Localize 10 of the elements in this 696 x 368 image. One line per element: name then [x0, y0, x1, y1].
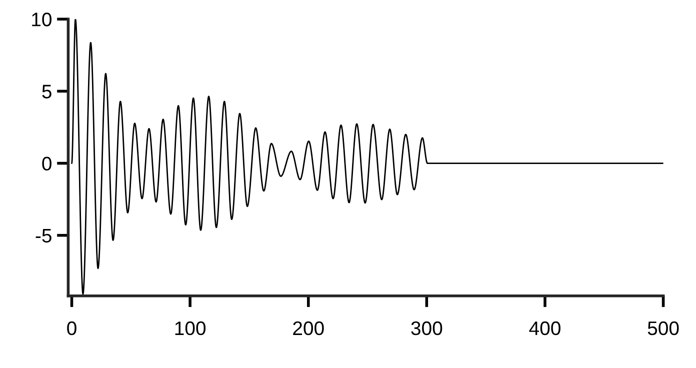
x-tick-label: 100: [175, 321, 206, 336]
x-tick-label: 400: [529, 321, 560, 336]
y-tick-label: 5: [42, 84, 52, 98]
y-tick-label: 10: [32, 12, 52, 26]
y-tick-label: 0: [42, 156, 52, 171]
x-tick-label: 500: [648, 321, 679, 336]
x-tick-label: 300: [411, 321, 442, 336]
x-tick-label: 0: [67, 321, 76, 336]
x-tick-label: 200: [293, 321, 324, 336]
y-tick-label: -5: [36, 229, 52, 243]
